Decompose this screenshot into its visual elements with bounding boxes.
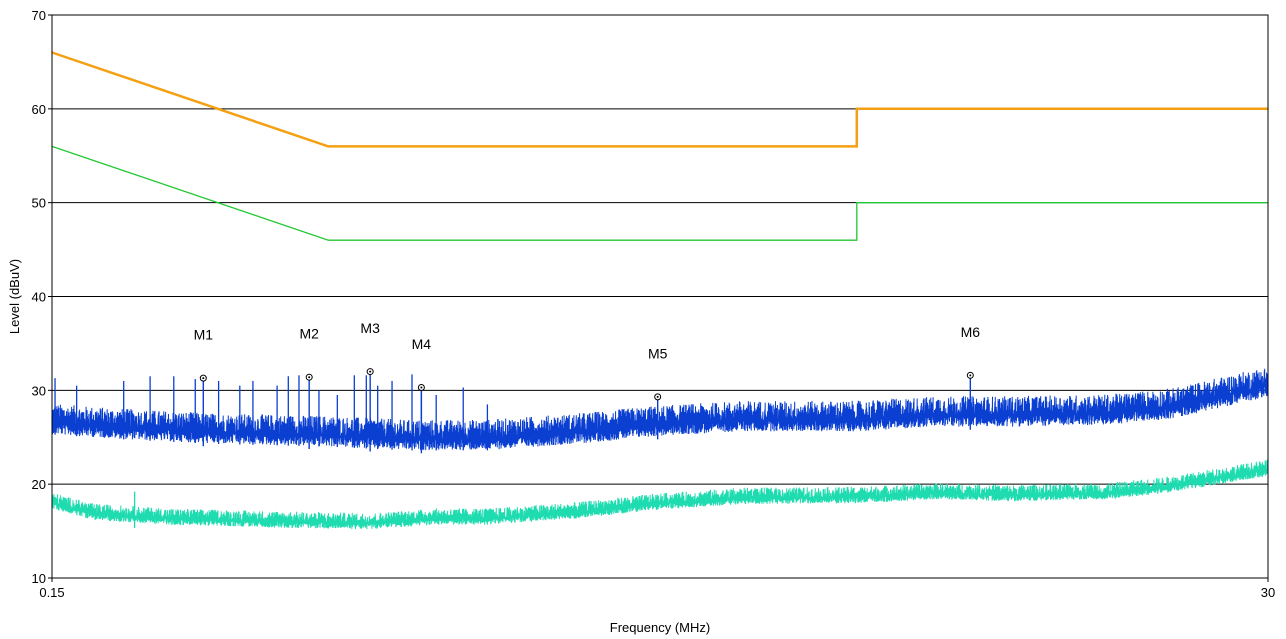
marker-dot [202, 377, 205, 380]
marker-label: M2 [299, 326, 319, 342]
marker-label: M1 [194, 327, 214, 343]
marker-m2: M2 [299, 326, 319, 449]
x-tick-label-0: 0.15 [39, 585, 64, 600]
marker-dot [369, 370, 372, 373]
marker-m6: M6 [961, 324, 981, 430]
marker-m5: M5 [648, 345, 668, 440]
marker-dot [308, 376, 311, 379]
marker-label: M6 [961, 324, 981, 340]
marker-m3: M3 [360, 320, 380, 452]
marker-m1: M1 [194, 327, 214, 447]
y-tick-label-60: 60 [32, 102, 46, 117]
axis-ticks: 10 20 30 40 50 60 70 0.15 30 [32, 8, 1276, 600]
series-layer [51, 51, 1269, 530]
y-tick-label-40: 40 [32, 290, 46, 305]
y-tick-label-50: 50 [32, 196, 46, 211]
marker-dot [420, 386, 423, 389]
average-limit-line [51, 145, 1268, 241]
marker-label: M5 [648, 345, 668, 361]
average-trace-line [51, 459, 1269, 530]
marker-dot [969, 374, 972, 377]
y-tick-label-20: 20 [32, 477, 46, 492]
y-axis-title: Level (dBuV) [7, 259, 22, 334]
quasi-peak-limit-line [51, 51, 1268, 148]
x-tick-label-1: 30 [1261, 585, 1275, 600]
marker-m4: M4 [412, 336, 432, 454]
y-tick-label-70: 70 [32, 8, 46, 23]
x-axis-title: Frequency (MHz) [610, 620, 710, 635]
marker-label: M4 [412, 336, 432, 352]
y-tick-label-30: 30 [32, 383, 46, 398]
peak-trace-line [51, 368, 1269, 451]
y-tick-label-10: 10 [32, 571, 46, 586]
marker-layer: M1 M2 M3 M4 M5 M6 [194, 320, 981, 454]
marker-label: M3 [360, 320, 380, 336]
marker-dot [656, 395, 659, 398]
